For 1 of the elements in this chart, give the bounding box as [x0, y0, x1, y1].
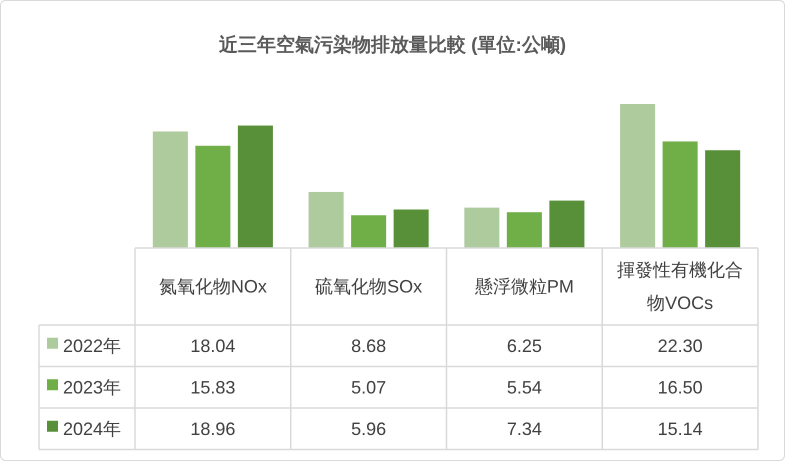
- title: 近三年空氣污染物排放量比較 (單位:公噸): [218, 35, 566, 56]
